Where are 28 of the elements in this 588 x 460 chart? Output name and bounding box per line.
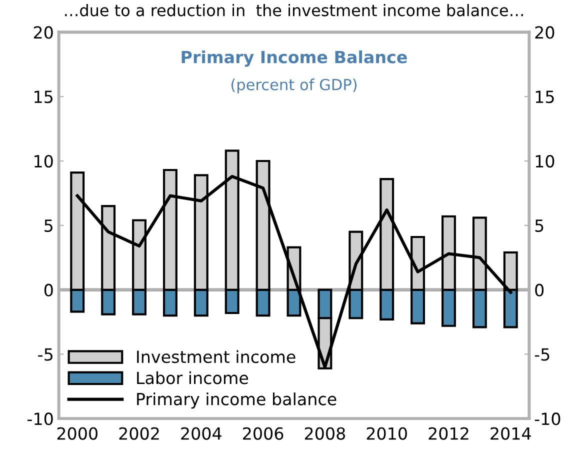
legend-label: Primary income balance: [137, 392, 336, 409]
y-tick-label: 5: [44, 220, 52, 232]
y-tick-label: -10: [28, 412, 53, 426]
y2-tick-label: 15: [536, 90, 554, 104]
x-tick-label: 2004: [181, 427, 222, 440]
y2-tick-label: 5: [535, 220, 544, 232]
x-tick-label: 2002: [119, 427, 159, 440]
legend-label: Investment income: [137, 350, 296, 364]
x-tick-label: 2012: [428, 427, 468, 440]
y2-tick-label: 0: [535, 284, 544, 296]
x-tick-label: 2008: [304, 427, 346, 440]
y-tick-label: 0: [44, 284, 53, 296]
y2-tick-label: -10: [534, 412, 560, 426]
text: …due to a reduction in the investment income balance…: [65, 4, 523, 16]
text: (percent of GDP): [231, 78, 357, 94]
y2-tick-label: -5: [534, 348, 550, 361]
x-tick-label: 2014: [490, 427, 531, 440]
legend-label: Labor income: [137, 371, 248, 384]
y-tick-label: 20: [34, 26, 53, 39]
y-tick-label: 10: [34, 154, 53, 168]
y-tick-label: 15: [34, 90, 52, 104]
y-tick-label: -5: [38, 348, 52, 361]
y2-tick-label: 10: [536, 154, 554, 168]
x-tick-label: 2006: [243, 427, 284, 440]
y2-tick-label: 20: [535, 26, 554, 39]
text: Primary Income Balance: [182, 50, 407, 67]
x-tick-label: 2010: [366, 427, 407, 440]
x-tick-label: 2000: [57, 427, 98, 440]
